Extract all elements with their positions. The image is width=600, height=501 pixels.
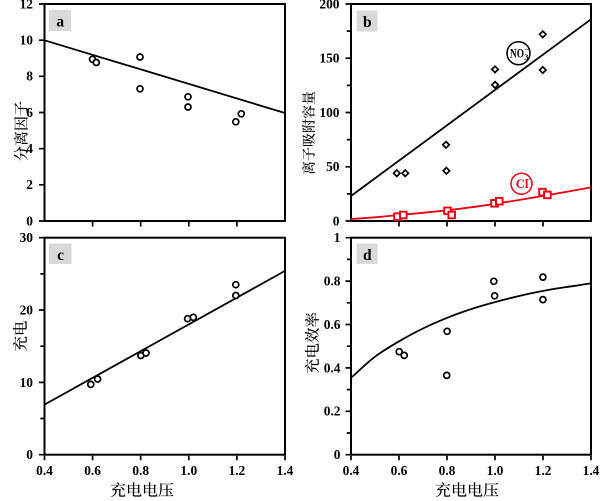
svg-text:30: 30 [20, 230, 34, 245]
svg-text:0.4: 0.4 [343, 463, 360, 478]
svg-text:1.4: 1.4 [277, 463, 294, 478]
svg-text:0.8: 0.8 [324, 274, 341, 289]
svg-text:a: a [56, 13, 64, 30]
svg-text:0: 0 [334, 447, 341, 462]
svg-text:10: 10 [20, 375, 34, 390]
svg-text:0.6: 0.6 [324, 317, 341, 332]
svg-text:0: 0 [333, 213, 340, 228]
svg-text:2: 2 [26, 177, 33, 192]
svg-text:3: 3 [524, 52, 528, 62]
svg-text:−: − [524, 44, 529, 54]
svg-text:−: − [527, 174, 532, 184]
svg-text:0: 0 [26, 213, 33, 228]
svg-text:1.0: 1.0 [487, 463, 504, 478]
svg-text:50: 50 [326, 159, 340, 174]
svg-text:6: 6 [26, 105, 33, 120]
svg-text:12: 12 [20, 0, 34, 11]
svg-text:NO: NO [510, 47, 524, 61]
svg-text:100: 100 [319, 105, 339, 120]
svg-text:1.2: 1.2 [229, 463, 246, 478]
svg-text:20: 20 [20, 302, 34, 317]
svg-text:0.8: 0.8 [132, 463, 149, 478]
svg-text:d: d [363, 247, 372, 264]
svg-text:1: 1 [334, 230, 341, 245]
svg-text:10: 10 [20, 33, 34, 48]
svg-text:0.8: 0.8 [439, 463, 456, 478]
svg-text:0.4: 0.4 [324, 360, 341, 375]
svg-text:1.2: 1.2 [535, 463, 552, 478]
svg-text:0.4: 0.4 [36, 463, 53, 478]
svg-text:1.0: 1.0 [180, 463, 197, 478]
svg-text:8: 8 [26, 69, 33, 84]
svg-text:200: 200 [319, 0, 339, 11]
svg-text:150: 150 [319, 51, 339, 66]
svg-text:1.4: 1.4 [583, 463, 600, 478]
svg-text:b: b [363, 14, 372, 31]
svg-text:0.6: 0.6 [391, 463, 408, 478]
svg-text:0.6: 0.6 [84, 463, 101, 478]
svg-text:0: 0 [26, 447, 33, 462]
svg-text:c: c [57, 247, 64, 264]
svg-text:Cl: Cl [516, 177, 529, 191]
svg-text:0.2: 0.2 [324, 404, 341, 419]
svg-text:4: 4 [26, 141, 33, 156]
